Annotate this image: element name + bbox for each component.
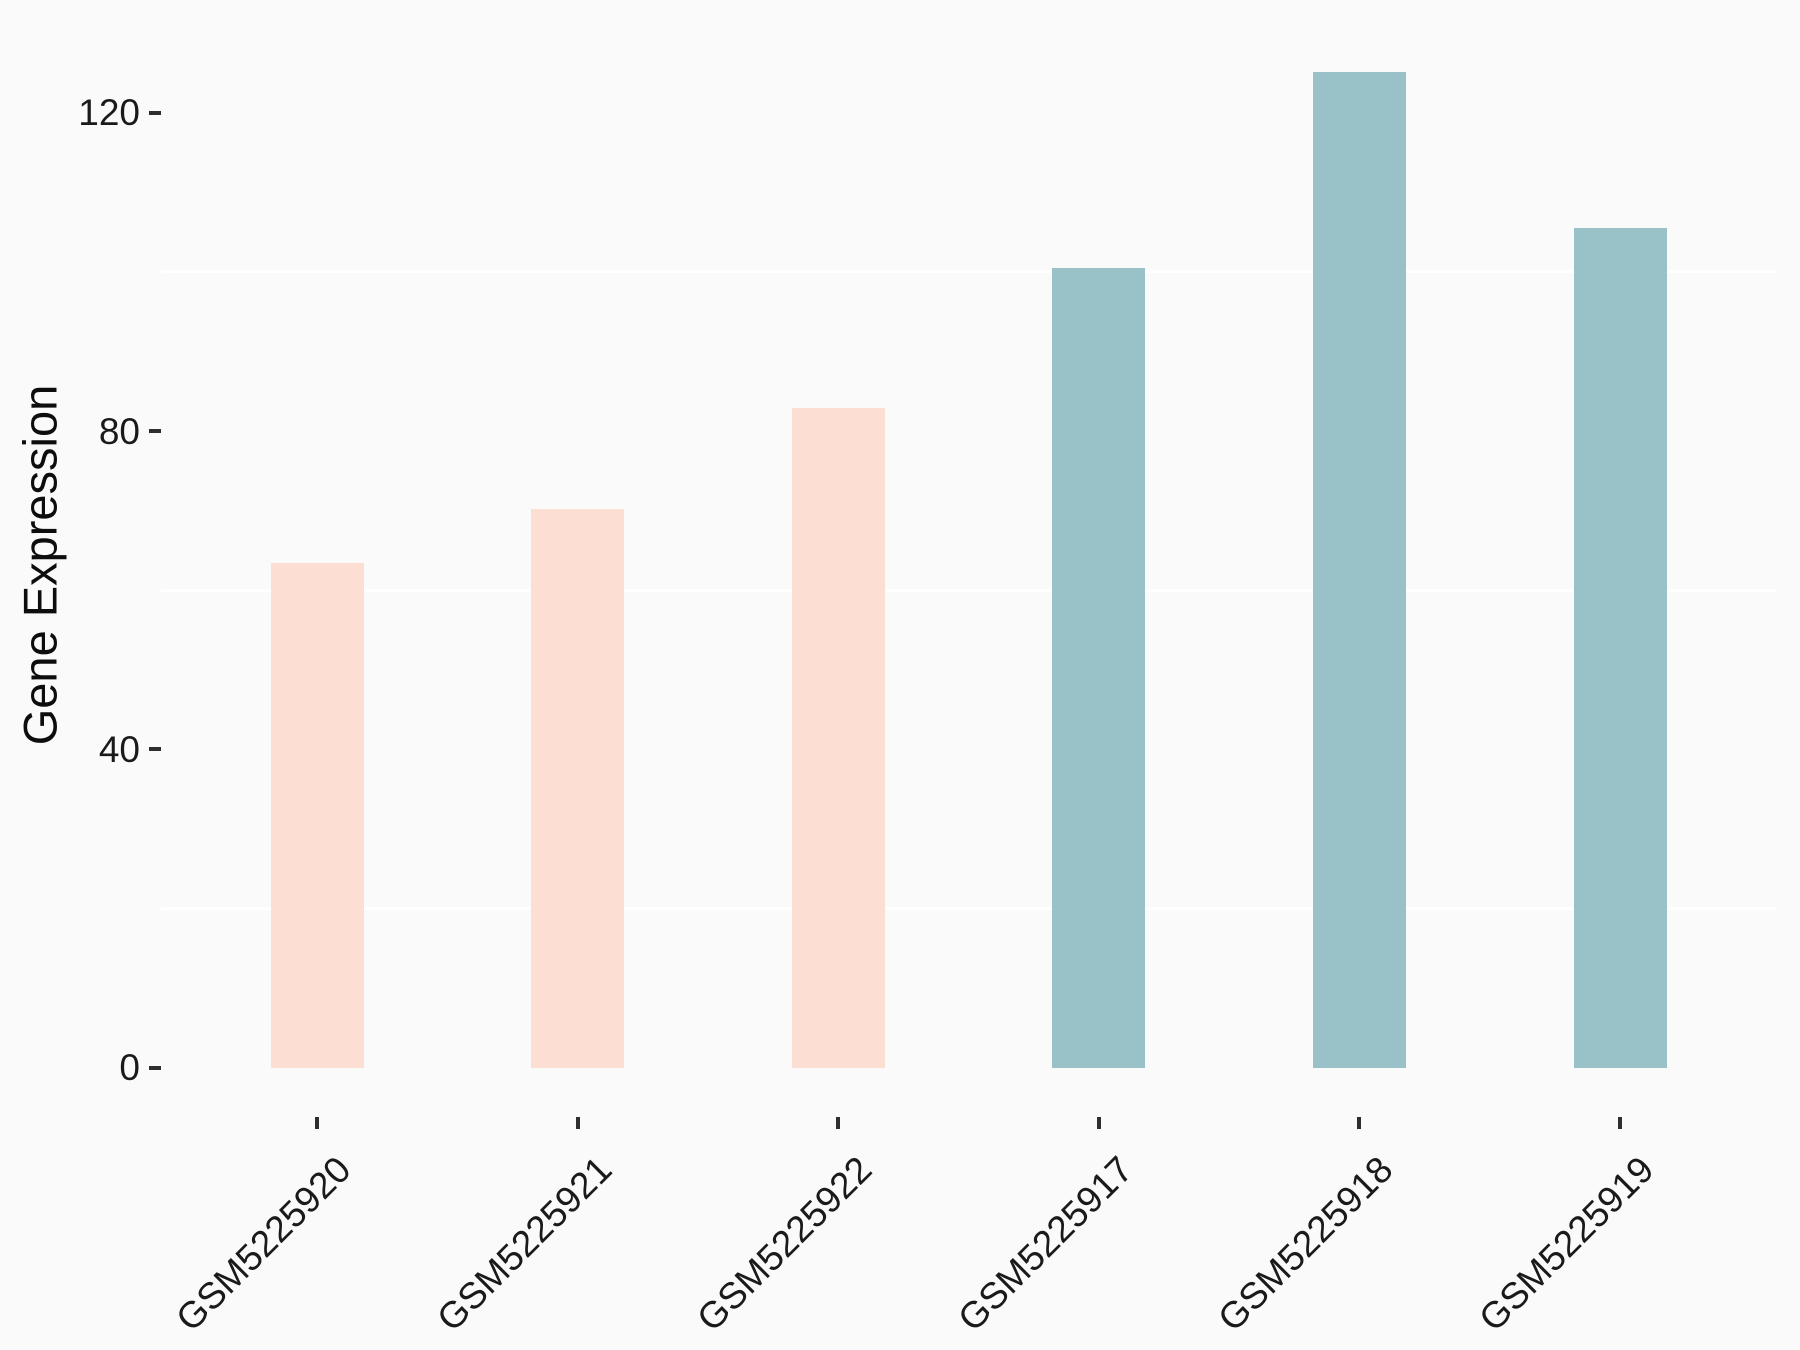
y-minor-gridline xyxy=(161,907,1776,910)
y-tick-label: 80 xyxy=(98,411,140,452)
y-tick xyxy=(149,111,161,115)
bar-GSM5225917 xyxy=(1052,268,1145,1068)
bar-GSM5225919 xyxy=(1574,228,1667,1068)
bar-GSM5225921 xyxy=(531,509,624,1068)
x-tick xyxy=(1618,1117,1622,1129)
x-tick xyxy=(315,1117,319,1129)
bar-GSM5225920 xyxy=(271,563,364,1068)
y-tick xyxy=(149,1066,161,1070)
x-tick xyxy=(1357,1117,1361,1129)
x-tick-label: GSM5225920 xyxy=(168,1148,359,1340)
x-tick xyxy=(836,1117,840,1129)
bar-GSM5225918 xyxy=(1313,72,1406,1068)
y-tick xyxy=(149,747,161,751)
x-tick xyxy=(576,1117,580,1129)
y-minor-gridline xyxy=(161,589,1776,592)
y-tick-label: 40 xyxy=(98,729,140,770)
y-minor-gridline xyxy=(161,270,1776,273)
y-tick xyxy=(149,429,161,433)
x-tick xyxy=(1097,1117,1101,1129)
y-tick-label: 120 xyxy=(78,92,140,133)
bar-GSM5225922 xyxy=(792,408,885,1068)
y-tick-label: 0 xyxy=(119,1047,140,1088)
